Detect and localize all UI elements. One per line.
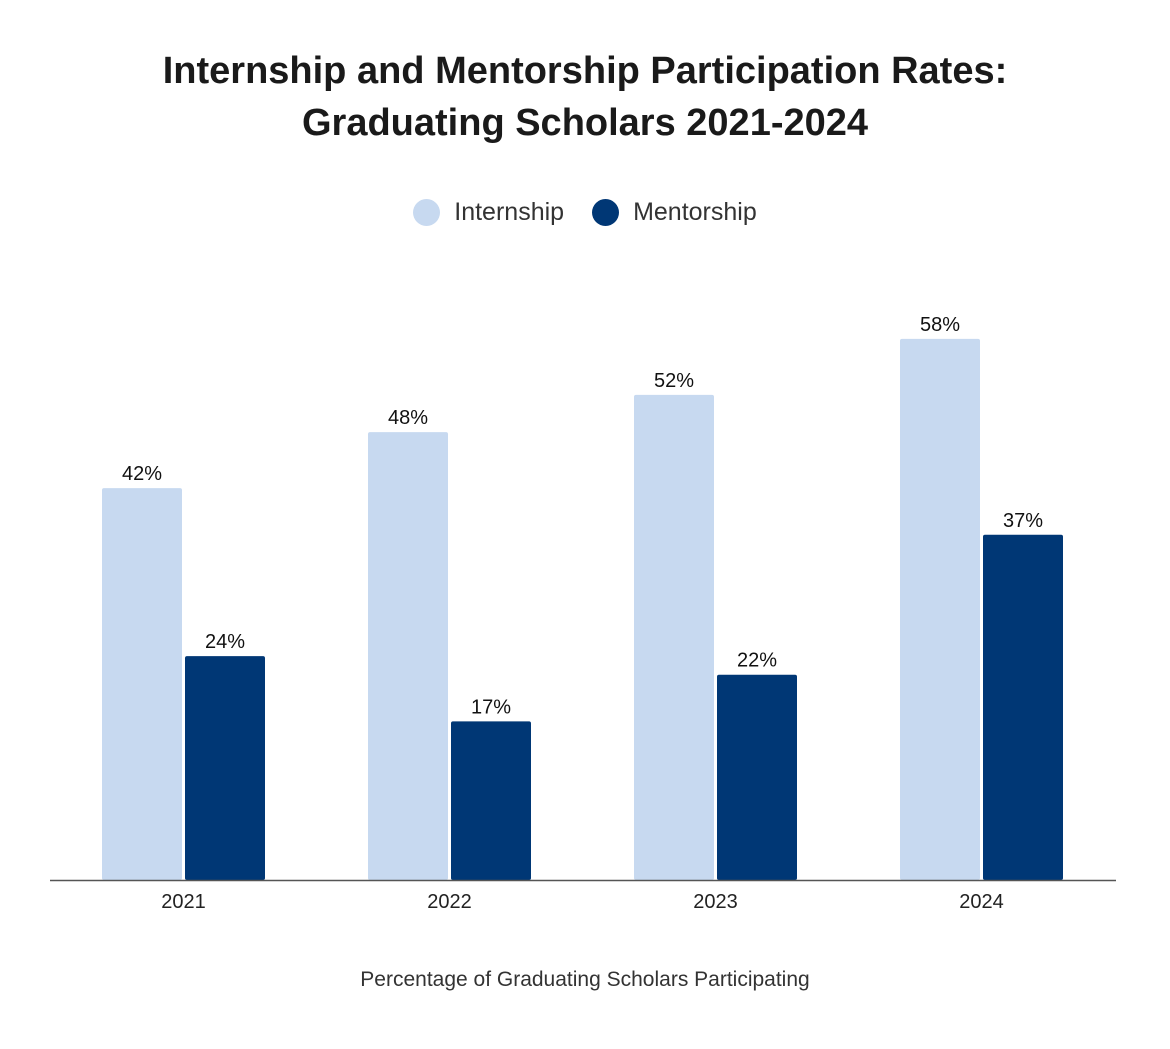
chart-title-line2: Graduating Scholars 2021-2024: [301, 102, 869, 144]
bar-internship-2021: [102, 488, 182, 880]
bar-internship-2022: [368, 432, 448, 880]
x-tick-label-2024: 2024: [959, 891, 1004, 913]
bar-mentorship-2022: [451, 721, 531, 880]
x-tick-label-2022: 2022: [427, 891, 472, 913]
bar-internship-2023: [634, 394, 714, 880]
data-label-internship-2024: 58%: [920, 314, 960, 336]
bar-mentorship-2021: [185, 656, 265, 880]
data-label-internship-2023: 52%: [654, 370, 694, 392]
data-label-internship-2022: 48%: [388, 407, 428, 429]
data-label-mentorship-2022: 17%: [471, 696, 511, 718]
legend: Internship Mentorship: [0, 198, 1170, 227]
legend-item-internship: Internship: [413, 198, 564, 227]
data-label-mentorship-2021: 24%: [205, 631, 245, 653]
legend-item-mentorship: Mentorship: [592, 198, 757, 227]
legend-swatch-mentorship: [592, 199, 620, 226]
x-tick-label-2021: 2021: [161, 891, 206, 913]
bar-mentorship-2023: [717, 674, 797, 880]
legend-label-mentorship: Mentorship: [633, 198, 757, 226]
chart-title-line1: Internship and Mentorship Participation …: [162, 50, 1008, 92]
bar-internship-2024: [900, 338, 980, 880]
data-label-mentorship-2023: 22%: [737, 650, 777, 672]
x-tick-label-2023: 2023: [693, 891, 738, 913]
legend-swatch-internship: [413, 199, 441, 226]
bar-mentorship-2024: [983, 534, 1063, 880]
x-axis-title: Percentage of Graduating Scholars Partic…: [360, 968, 810, 991]
data-label-internship-2021: 42%: [122, 463, 162, 485]
legend-label-internship: Internship: [454, 198, 565, 226]
data-label-mentorship-2024: 37%: [1003, 510, 1043, 532]
